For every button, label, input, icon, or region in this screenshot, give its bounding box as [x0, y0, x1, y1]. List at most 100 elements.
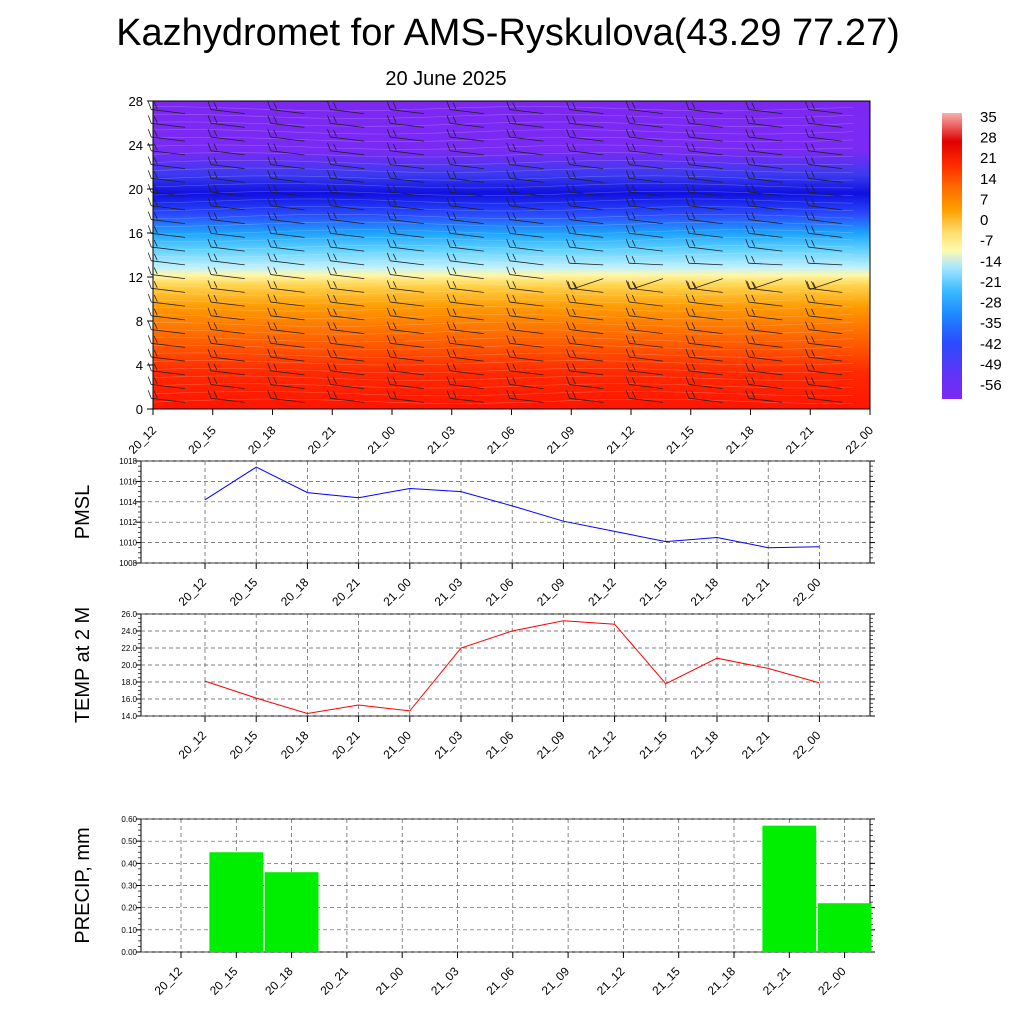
wind-barb-feather: [566, 115, 570, 124]
x-tick-label: 20_21: [329, 575, 363, 609]
wind-barb: [629, 246, 664, 252]
colorbar-label: 14: [980, 171, 997, 188]
wind-barb-feather: [631, 322, 636, 330]
wind-barb: [629, 191, 664, 197]
wind-barb: [270, 329, 305, 335]
colorbar-label: 35: [980, 109, 997, 126]
wind-barb-feather: [327, 362, 331, 371]
wind-barb: [808, 262, 843, 266]
y-tick-label: 20: [129, 182, 143, 197]
wind-barb: [569, 205, 604, 211]
wind-barb-feather: [147, 362, 152, 371]
wind-barb-feather: [452, 322, 457, 330]
wind-barb-feather: [751, 102, 756, 110]
wind-barb-feather: [631, 171, 636, 178]
wind-barb: [151, 260, 186, 266]
x-tick-label: 20_18: [278, 728, 312, 762]
wind-barb-feather: [805, 293, 809, 303]
wind-barb-feather: [446, 266, 451, 275]
wind-barb-feather: [446, 293, 451, 303]
wind-barb: [330, 109, 365, 115]
wind-barb: [569, 397, 604, 403]
wind-barb: [569, 232, 604, 238]
wind-barb-feather: [213, 391, 218, 398]
wind-barb-feather: [392, 184, 397, 192]
wind-barb-feather: [631, 212, 636, 220]
x-tick-label: 20_21: [329, 728, 363, 762]
x-tick-label: 21_00: [380, 575, 414, 609]
wind-barb: [748, 136, 783, 142]
wind-barb: [688, 287, 723, 293]
wind-barb: [509, 164, 544, 170]
wind-barb: [151, 301, 186, 307]
wind-barb-feather: [512, 143, 517, 151]
x-tick-label: 20_21: [305, 423, 339, 457]
wind-barb: [270, 232, 305, 238]
wind-barb: [569, 150, 604, 156]
wind-barb-feather: [327, 376, 331, 385]
wind-barb-feather: [452, 336, 457, 343]
wind-barb: [569, 370, 604, 376]
wind-barb-feather: [811, 212, 815, 220]
wind-barb-feather: [273, 171, 278, 178]
wind-barb: [688, 356, 723, 362]
wind-barb-feather: [446, 183, 451, 193]
wind-barb-feather: [153, 253, 158, 261]
wind-barb-feather: [512, 116, 517, 123]
x-tick-label: 21_09: [534, 728, 568, 762]
wind-barb-feather: [333, 349, 337, 357]
wind-barb-feather: [566, 183, 570, 193]
wind-barb-feather: [327, 128, 331, 138]
wind-barb: [151, 370, 186, 376]
wind-barb-feather: [625, 183, 630, 193]
wind-barb: [629, 329, 664, 335]
wind-barb-feather: [267, 183, 272, 193]
wind-barb: [270, 177, 305, 183]
wind-barb-feather: [392, 212, 397, 220]
wind-barb-feather: [273, 267, 278, 275]
wind-barb-feather: [392, 363, 397, 371]
wind-barb-feather: [446, 170, 451, 179]
wind-barb-feather: [386, 362, 391, 371]
wind-barb-feather: [207, 142, 212, 151]
wind-barb-feather: [446, 115, 451, 124]
wind-barb: [748, 164, 783, 170]
section-contour: [152, 198, 854, 204]
section-shading: [153, 101, 870, 409]
wind-barb-feather: [811, 102, 815, 110]
wind-barb: [210, 205, 245, 211]
wind-barb-feather: [745, 362, 750, 371]
wind-barb-feather: [572, 336, 576, 343]
colorbar-label: 0: [980, 212, 988, 229]
section-contour: [152, 352, 854, 358]
wind-barb: [629, 150, 664, 156]
wind-barb-feather: [153, 322, 158, 330]
wind-barb: [808, 370, 843, 376]
wind-barb-feather: [267, 390, 272, 399]
wind-barb-feather: [512, 253, 517, 261]
y-tick-label: 0.50: [121, 837, 137, 846]
wind-barb-feather: [512, 157, 517, 165]
x-tick-label: 20_15: [227, 728, 261, 762]
wind-barb-feather: [685, 170, 690, 179]
wind-barb-feather: [153, 212, 158, 220]
wind-barb-feather: [691, 157, 696, 165]
section-contour: [152, 160, 854, 166]
wind-barb-feather: [207, 128, 212, 138]
wind-barb: [509, 384, 544, 390]
wind-barb-feather: [691, 294, 696, 302]
wind-barb-feather: [691, 256, 696, 263]
section-contour: [152, 183, 854, 189]
wind-barb-feather: [392, 391, 397, 398]
wind-barb-feather: [691, 212, 696, 220]
wind-barb: [808, 356, 843, 362]
wind-barb-feather: [327, 156, 331, 165]
wind-barb-feather: [685, 156, 690, 165]
wind-barb: [449, 164, 484, 170]
wind-barb: [390, 164, 425, 170]
wind-barb-feather: [512, 281, 517, 288]
wind-barb-feather: [333, 336, 337, 343]
wind-barb: [748, 397, 783, 403]
wind-barb-feather: [267, 266, 272, 275]
section-contour: [152, 337, 854, 343]
